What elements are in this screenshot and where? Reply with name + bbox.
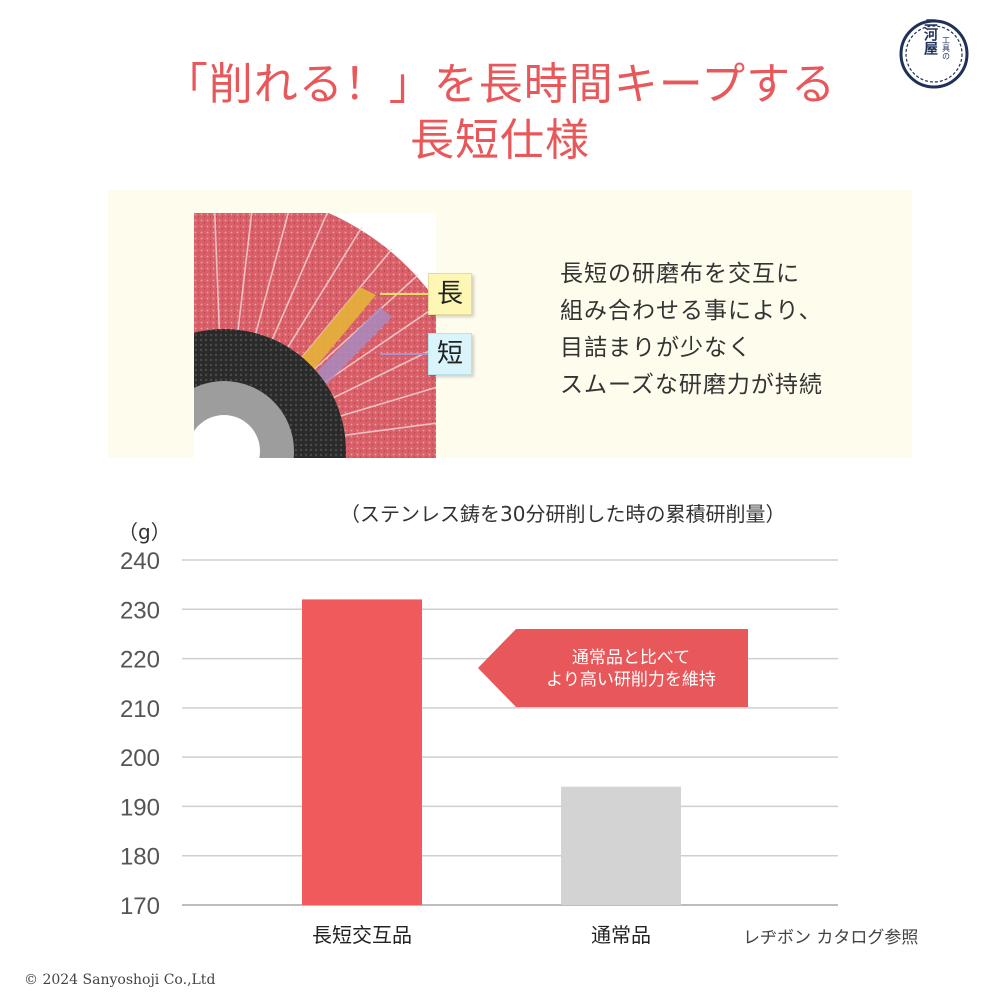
y-tick-label: 240 bbox=[120, 548, 160, 575]
logo-text-top: 工具の bbox=[942, 36, 951, 60]
feature-description: 長短の研磨布を交互に 組み合わせる事により、 目詰まりが少なく スムーズな研磨力… bbox=[560, 256, 823, 404]
x-tick-labels: 長短交互品 通常品 bbox=[312, 923, 651, 947]
description-line: 組み合わせる事により、 bbox=[560, 298, 823, 324]
callout-line-1: 通常品と比べて bbox=[571, 648, 691, 668]
label-short: 短 bbox=[428, 333, 472, 375]
y-tick-label: 170 bbox=[120, 893, 160, 920]
y-tick-label: 220 bbox=[120, 647, 160, 674]
logo-text-main: 三河屋 bbox=[922, 18, 938, 56]
bar-standard bbox=[561, 786, 681, 905]
chart-title: （ステンレス鋳を30分研削した時の累積研削量） bbox=[340, 502, 786, 526]
label-long: 長 bbox=[428, 273, 472, 315]
copyright: © 2024 Sanyoshoji Co.,Ltd bbox=[24, 972, 216, 988]
reference-note: レヂボン カタログ参照 bbox=[743, 928, 919, 948]
x-tick-label: 通常品 bbox=[591, 923, 651, 947]
gridlines bbox=[182, 559, 838, 906]
y-tick-label: 190 bbox=[120, 794, 160, 821]
flap-disc-photo bbox=[194, 213, 436, 458]
callout-text: 通常品と比べて より高い研削力を維持 bbox=[516, 647, 746, 691]
y-tick-label: 210 bbox=[120, 696, 160, 723]
y-axis-unit: （g） bbox=[118, 520, 171, 544]
description-line: スムーズな研磨力が持続 bbox=[560, 372, 823, 398]
callout-line-2: より高い研削力を維持 bbox=[546, 670, 716, 690]
y-tick-label: 200 bbox=[120, 745, 160, 772]
y-tick-label: 230 bbox=[120, 597, 160, 624]
callout-arrow-box bbox=[478, 629, 748, 707]
bar-long-short-alternating bbox=[302, 599, 422, 905]
bars bbox=[302, 599, 681, 905]
x-tick-label: 長短交互品 bbox=[312, 923, 412, 947]
headline-line-2: 長短仕様 bbox=[410, 115, 590, 166]
y-tick-labels: 240 230 220 210 200 190 180 170 bbox=[120, 548, 160, 920]
y-tick-label: 180 bbox=[120, 844, 160, 871]
description-line: 長短の研磨布を交互に bbox=[560, 261, 800, 287]
description-line: 目詰まりが少なく bbox=[560, 335, 752, 361]
company-logo: 工具の 三河屋 bbox=[899, 18, 969, 89]
headline-line-1: 「削れる！」を長時間キープする bbox=[163, 59, 837, 110]
